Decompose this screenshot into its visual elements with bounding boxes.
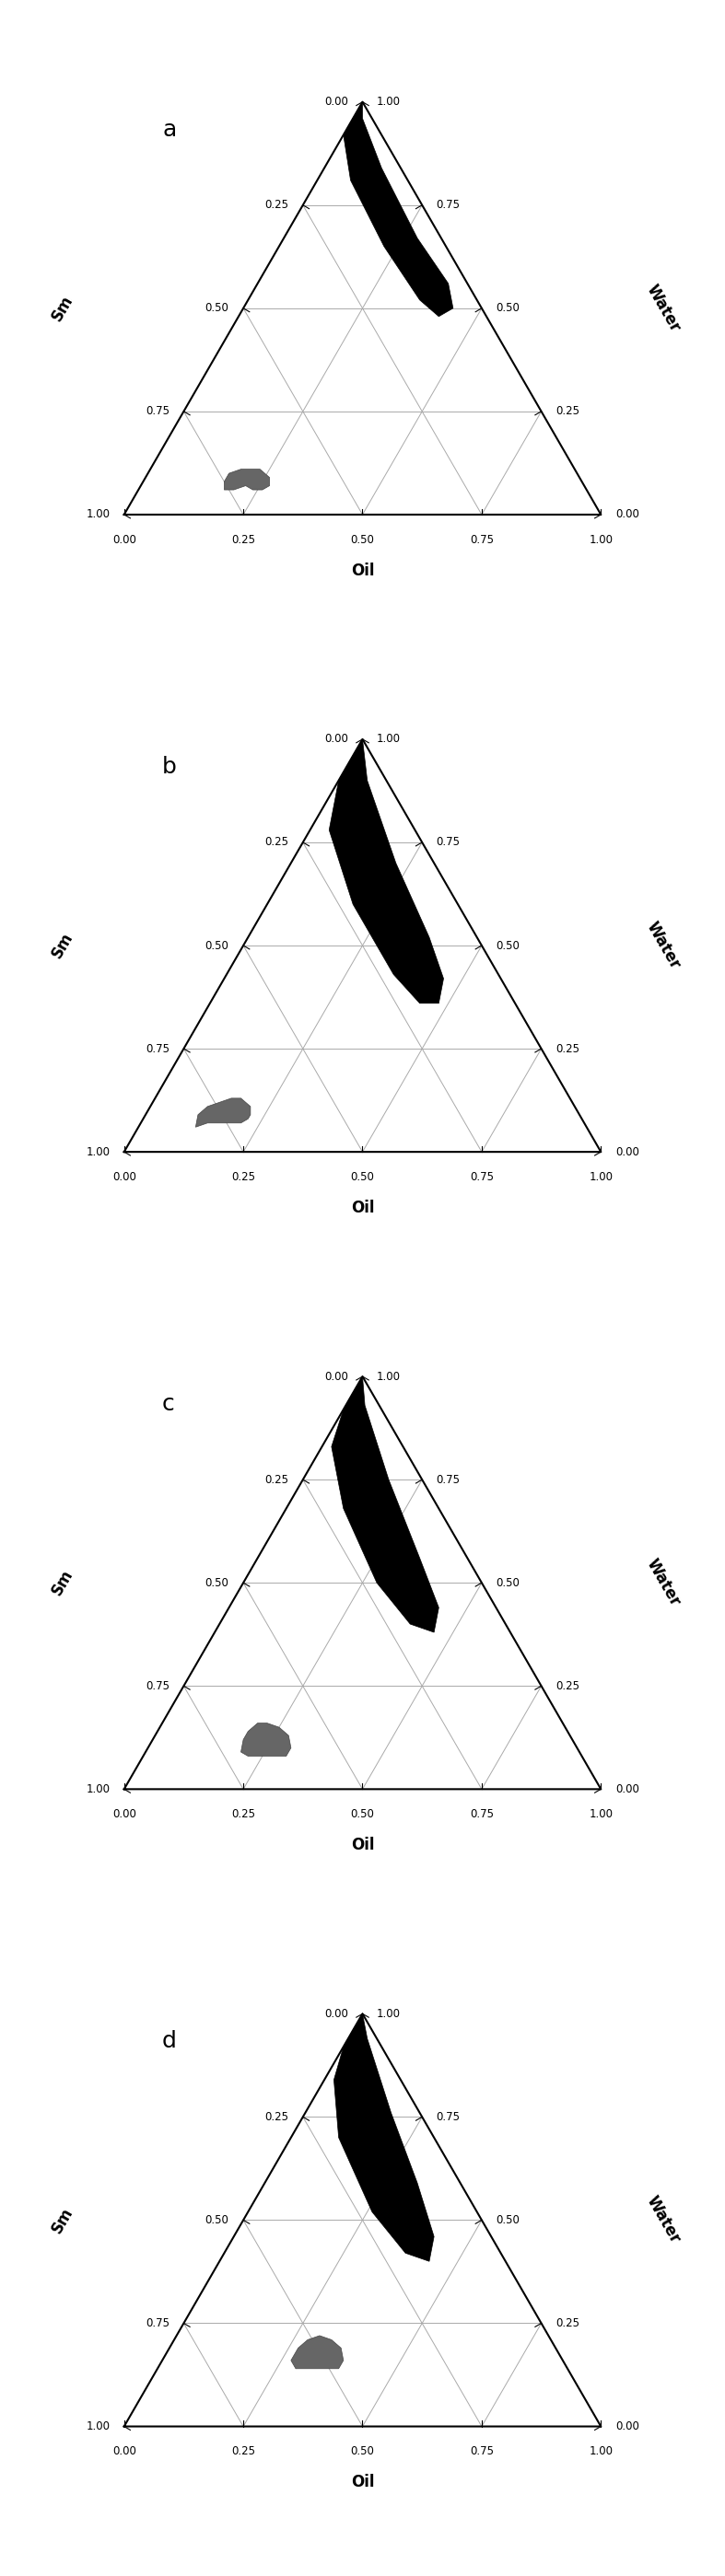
Text: 0.75: 0.75 bbox=[146, 2318, 170, 2329]
Text: 0.50: 0.50 bbox=[205, 301, 229, 314]
Text: 0.00: 0.00 bbox=[616, 507, 639, 520]
Text: 0.50: 0.50 bbox=[205, 1577, 229, 1589]
Text: 0.25: 0.25 bbox=[555, 2318, 579, 2329]
Text: 0.00: 0.00 bbox=[112, 533, 136, 546]
Text: Water: Water bbox=[642, 2192, 683, 2246]
Polygon shape bbox=[331, 1376, 439, 1633]
Polygon shape bbox=[224, 469, 270, 489]
Text: c: c bbox=[162, 1394, 175, 1414]
Text: 0.75: 0.75 bbox=[146, 1680, 170, 1692]
Text: 0.25: 0.25 bbox=[231, 533, 255, 546]
Text: 0.25: 0.25 bbox=[265, 2110, 289, 2123]
Text: 0.75: 0.75 bbox=[470, 2445, 494, 2458]
Text: 0.00: 0.00 bbox=[616, 1146, 639, 1157]
Text: 1.00: 1.00 bbox=[377, 1370, 401, 1383]
Text: Water: Water bbox=[642, 920, 683, 971]
Text: 1.00: 1.00 bbox=[86, 1783, 109, 1795]
Text: Water: Water bbox=[642, 1556, 683, 1610]
Text: 0.25: 0.25 bbox=[265, 837, 289, 848]
Text: 0.50: 0.50 bbox=[205, 2215, 229, 2226]
Text: Sm: Sm bbox=[48, 294, 76, 325]
Text: 0.50: 0.50 bbox=[351, 533, 374, 546]
Text: 0.25: 0.25 bbox=[231, 2445, 255, 2458]
Text: 0.00: 0.00 bbox=[616, 2421, 639, 2432]
Text: 1.00: 1.00 bbox=[589, 533, 613, 546]
Polygon shape bbox=[344, 103, 453, 317]
Text: 0.75: 0.75 bbox=[436, 198, 460, 211]
Text: 1.00: 1.00 bbox=[589, 1172, 613, 1182]
Text: 0.75: 0.75 bbox=[470, 533, 494, 546]
Text: Sm: Sm bbox=[48, 930, 76, 961]
Text: 0.00: 0.00 bbox=[112, 2445, 136, 2458]
Text: 1.00: 1.00 bbox=[86, 2421, 109, 2432]
Text: Oil: Oil bbox=[351, 562, 374, 580]
Text: 0.50: 0.50 bbox=[496, 2215, 520, 2226]
Text: 0.25: 0.25 bbox=[231, 1808, 255, 1821]
Text: b: b bbox=[162, 755, 177, 778]
Text: 0.50: 0.50 bbox=[351, 1172, 374, 1182]
Text: 0.75: 0.75 bbox=[436, 837, 460, 848]
Text: 0.00: 0.00 bbox=[616, 1783, 639, 1795]
Text: d: d bbox=[162, 2030, 177, 2053]
Polygon shape bbox=[334, 2014, 434, 2262]
Text: 0.25: 0.25 bbox=[231, 1172, 255, 1182]
Polygon shape bbox=[196, 1097, 250, 1128]
Text: Oil: Oil bbox=[351, 2473, 374, 2491]
Text: Oil: Oil bbox=[351, 1837, 374, 1852]
Text: Sm: Sm bbox=[48, 1566, 76, 1600]
Text: 0.00: 0.00 bbox=[324, 2007, 348, 2020]
Text: 0.50: 0.50 bbox=[496, 301, 520, 314]
Text: a: a bbox=[162, 118, 176, 142]
Text: Oil: Oil bbox=[351, 1200, 374, 1216]
Text: 0.00: 0.00 bbox=[112, 1172, 136, 1182]
Text: 0.25: 0.25 bbox=[555, 404, 579, 417]
Text: 1.00: 1.00 bbox=[377, 734, 401, 744]
Text: 0.25: 0.25 bbox=[265, 198, 289, 211]
Text: 0.50: 0.50 bbox=[496, 940, 520, 951]
Polygon shape bbox=[241, 1723, 291, 1757]
Text: 1.00: 1.00 bbox=[377, 2007, 401, 2020]
Text: 1.00: 1.00 bbox=[86, 1146, 109, 1157]
Text: 0.00: 0.00 bbox=[324, 734, 348, 744]
Text: 0.00: 0.00 bbox=[324, 95, 348, 108]
Text: 0.50: 0.50 bbox=[351, 2445, 374, 2458]
Text: 0.50: 0.50 bbox=[351, 1808, 374, 1821]
Text: 1.00: 1.00 bbox=[86, 507, 109, 520]
Text: 0.25: 0.25 bbox=[265, 1473, 289, 1486]
Text: 0.25: 0.25 bbox=[555, 1043, 579, 1054]
Text: 0.00: 0.00 bbox=[324, 1370, 348, 1383]
Polygon shape bbox=[329, 739, 444, 1002]
Text: 0.75: 0.75 bbox=[436, 1473, 460, 1486]
Text: 0.75: 0.75 bbox=[470, 1172, 494, 1182]
Text: 0.50: 0.50 bbox=[205, 940, 229, 951]
Text: Water: Water bbox=[642, 281, 683, 335]
Text: 0.25: 0.25 bbox=[555, 1680, 579, 1692]
Text: 0.75: 0.75 bbox=[146, 1043, 170, 1054]
Text: 0.00: 0.00 bbox=[112, 1808, 136, 1821]
Text: 1.00: 1.00 bbox=[377, 95, 401, 108]
Text: 1.00: 1.00 bbox=[589, 1808, 613, 1821]
Text: 0.75: 0.75 bbox=[146, 404, 170, 417]
Text: Sm: Sm bbox=[48, 2205, 76, 2236]
Polygon shape bbox=[291, 2336, 344, 2370]
Text: 0.50: 0.50 bbox=[496, 1577, 520, 1589]
Text: 0.75: 0.75 bbox=[470, 1808, 494, 1821]
Text: 0.75: 0.75 bbox=[436, 2110, 460, 2123]
Text: 1.00: 1.00 bbox=[589, 2445, 613, 2458]
